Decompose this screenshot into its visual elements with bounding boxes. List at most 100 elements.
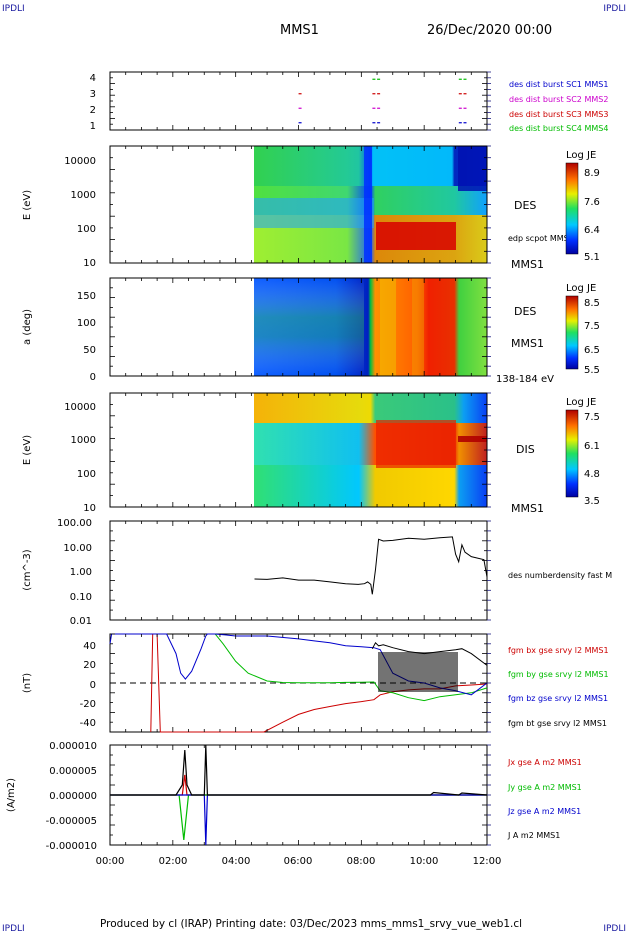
legend-jz: Jz gse A m2 MMS1 — [507, 807, 581, 816]
des-energy-colorbar — [565, 162, 579, 255]
des-energy-ytick-1000: 1000 — [71, 190, 96, 201]
des-pitch-colorbar-title: Log JE — [566, 283, 596, 294]
legend-bt: fgm bt gse srvy l2 MMS1 — [508, 719, 607, 728]
des-energy-label-scpot: edp scpot MMS1 — [508, 234, 574, 243]
des-pitch-label-mms1: MMS1 — [511, 337, 544, 350]
des-energy-ytick-10: 10 — [83, 258, 96, 269]
des-pitch-cbar-tick-4: 5.5 — [584, 365, 600, 376]
xtick-0400: 04:00 — [222, 856, 251, 867]
density-ytick-100: 100.00 — [57, 518, 92, 529]
bfield-ytick-m40: -40 — [80, 718, 96, 729]
des-energy-label-des: DES — [514, 199, 536, 212]
burst-ytick-4: 4 — [90, 73, 96, 84]
legend-burst-sc2: des dist burst SC2 MMS2 — [509, 95, 608, 104]
dis-energy-ylabel: E (eV) — [22, 435, 33, 465]
jz-series-line — [110, 794, 487, 846]
legend-jx: Jx gse A m2 MMS1 — [507, 758, 582, 767]
legend-burst-sc1: des dist burst SC1 MMS1 — [509, 80, 608, 89]
jx-series-line — [110, 774, 487, 796]
dis-energy-panel: 10000 1000 100 10 E (eV) DIS MMS1 Log JE… — [22, 392, 600, 515]
bfield-ytick-m20: -20 — [80, 699, 96, 710]
des-pitch-cbar-tick-2: 7.5 — [584, 321, 600, 332]
dis-energy-cbar-tick-3: 4.8 — [584, 469, 600, 480]
by-series-line — [214, 633, 488, 702]
des-energy-panel: 10000 1000 100 10 E (eV) DES edp scpot M… — [22, 145, 600, 271]
dis-energy-ytick-10000: 10000 — [64, 402, 96, 413]
dis-energy-label-dis: DIS — [516, 443, 535, 456]
des-energy-cbar-tick-2: 7.6 — [584, 197, 600, 208]
des-pitch-ylabel: a (deg) — [22, 309, 33, 345]
current-ytick-2: 0.000005 — [49, 766, 97, 777]
xtick-0600: 06:00 — [284, 856, 313, 867]
burst-panel-frame — [109, 71, 488, 131]
legend-by: fgm by gse srvy l2 MMS1 — [508, 670, 609, 679]
current-ylabel: (A/m2) — [6, 778, 17, 812]
corner-label-bottom-right: IPDLI — [603, 924, 626, 934]
dis-energy-cbar-tick-2: 6.1 — [584, 441, 600, 452]
bfield-noisy-region — [378, 652, 458, 692]
density-series-line — [254, 536, 488, 595]
xtick-0800: 08:00 — [347, 856, 376, 867]
density-panel: 100.00 10.00 1.00 0.10 0.01 (cm^-3) des … — [22, 518, 612, 627]
legend-jy: Jy gse A m2 MMS1 — [507, 783, 582, 792]
dis-energy-ytick-1000: 1000 — [71, 435, 96, 446]
xtick-1200: 12:00 — [473, 856, 502, 867]
density-frame — [109, 520, 488, 621]
des-energy-colorbar-title: Log JE — [566, 150, 596, 161]
des-energy-cbar-tick-4: 5.1 — [584, 252, 600, 263]
des-energy-label-mms1: MMS1 — [511, 258, 544, 271]
density-ytick-0.1: 0.10 — [70, 592, 92, 603]
legend-bx: fgm bx gse srvy l2 MMS1 — [508, 646, 609, 655]
des-pitch-ytick-0: 0 — [90, 372, 96, 383]
density-ylabel: (cm^-3) — [22, 549, 33, 590]
dis-energy-cbar-tick-1: 7.5 — [584, 412, 600, 423]
des-pitch-cbar-tick-1: 8.5 — [584, 298, 600, 309]
dis-energy-colorbar-title: Log JE — [566, 397, 596, 408]
des-pitch-panel: 150 100 50 0 a (deg) DES MMS1 138-184 eV… — [22, 277, 600, 385]
bfield-ytick-40: 40 — [83, 641, 96, 652]
des-energy-cbar-tick-1: 8.9 — [584, 168, 600, 179]
dis-energy-colorbar — [565, 409, 579, 498]
corner-label-top-left: IPDLI — [2, 4, 25, 14]
dis-energy-ytick-10: 10 — [83, 503, 96, 514]
burst-ytick-1: 1 — [90, 121, 96, 132]
jy-series-line — [110, 794, 487, 841]
des-pitch-ytick-50: 50 — [83, 345, 96, 356]
density-ytick-1: 1.00 — [70, 567, 92, 578]
xtick-0000: 00:00 — [96, 856, 125, 867]
dis-energy-label-mms1: MMS1 — [511, 502, 544, 515]
legend-bz: fgm bz gse srvy l2 MMS1 — [508, 694, 608, 703]
current-density-panel: 0.000010 0.000005 0.000000 -0.000005 -0.… — [6, 741, 582, 867]
current-ytick-4: -0.000005 — [46, 816, 97, 827]
bfield-ylabel: (nT) — [22, 673, 33, 693]
des-pitch-label-energy: 138-184 eV — [496, 374, 554, 385]
des-energy-cbar-tick-3: 6.4 — [584, 225, 600, 236]
corner-label-bottom-left: IPDLI — [2, 924, 25, 934]
magnetic-field-panel: 40 20 0 -20 -40 (nT) fgm bx gse srvy l2 … — [22, 633, 609, 733]
bfield-ytick-20: 20 — [83, 660, 96, 671]
j-series-line — [110, 744, 488, 796]
plot-date: 26/Dec/2020 00:00 — [427, 23, 553, 38]
current-ytick-1: 0.000010 — [49, 741, 97, 752]
footer-credit: Produced by cl (IRAP) Printing date: 03/… — [100, 918, 523, 930]
multi-panel-plot: 4 3 2 1 des dist burst SC1 MMS1 des dist… — [6, 71, 612, 867]
des-energy-ytick-100: 100 — [77, 224, 96, 235]
des-pitch-ytick-150: 150 — [77, 291, 96, 302]
des-energy-ylabel: E (eV) — [22, 190, 33, 220]
legend-j: J A m2 MMS1 — [507, 831, 560, 840]
density-legend: des numberdensity fast M — [508, 571, 612, 580]
legend-burst-sc3: des dist burst SC3 MMS3 — [509, 110, 608, 119]
des-pitch-cbar-tick-3: 6.5 — [584, 345, 600, 356]
current-ytick-3: 0.000000 — [49, 791, 97, 802]
des-pitch-ytick-100: 100 — [77, 318, 96, 329]
legend-burst-sc4: des dist burst SC4 MMS4 — [509, 124, 608, 133]
dis-energy-ytick-100: 100 — [77, 469, 96, 480]
des-pitch-colorbar — [565, 295, 579, 370]
plot-title: MMS1 — [280, 23, 319, 38]
xtick-1000: 10:00 — [410, 856, 439, 867]
des-pitch-label-des: DES — [514, 305, 536, 318]
density-ytick-10: 10.00 — [63, 543, 92, 554]
density-ytick-0.01: 0.01 — [70, 616, 92, 627]
burst-ytick-2: 2 — [90, 105, 96, 116]
bfield-ytick-0: 0 — [90, 680, 96, 691]
